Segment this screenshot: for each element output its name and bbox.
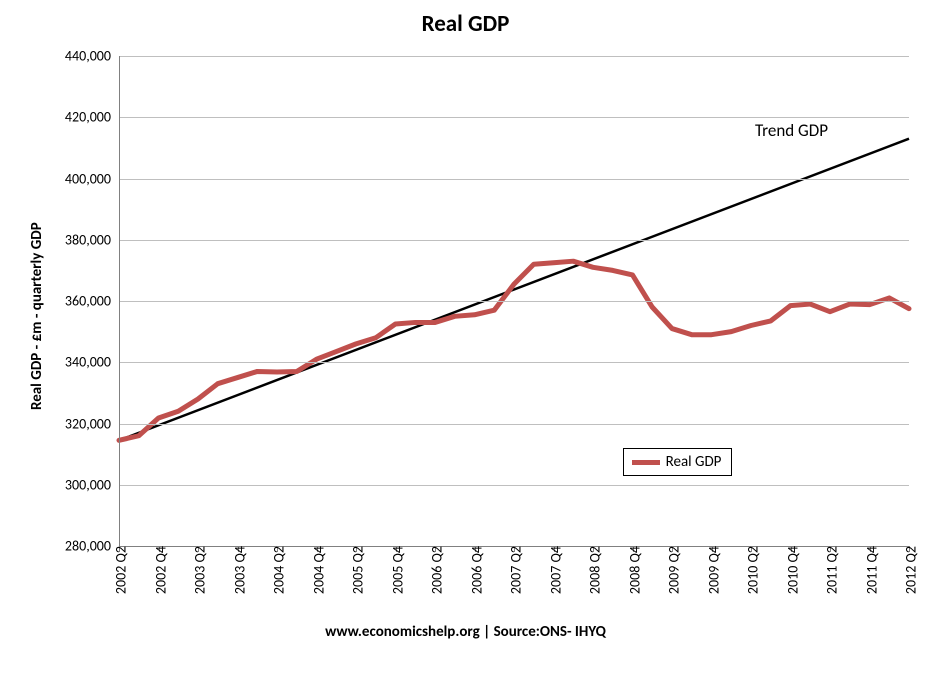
y-tick-label: 300,000 [65,476,119,493]
chart-title: Real GDP [0,10,931,38]
gridline [119,56,909,57]
legend-swatch [632,460,660,465]
x-tick-label: 2011 Q2 [820,546,841,594]
x-tick-label: 2010 Q4 [780,546,801,594]
y-tick-label: 340,000 [65,354,119,371]
x-tick-label: 2011 Q4 [859,546,880,594]
x-tick-label: 2007 Q4 [543,546,564,594]
x-tick-label: 2006 Q2 [425,546,446,594]
y-axis-line [119,56,120,546]
x-tick-label: 2005 Q2 [346,546,367,594]
y-tick-label: 380,000 [65,231,119,248]
x-tick-label: 2009 Q2 [662,546,683,594]
legend: Real GDP [623,448,733,476]
x-tick-label: 2012 Q2 [899,546,920,594]
gdp-chart: Real GDP Real GDP - £m - quarterly GDP R… [0,0,931,677]
y-axis-label: Real GDP - £m - quarterly GDP [28,222,46,410]
y-tick-label: 360,000 [65,293,119,310]
gridline [119,240,909,241]
x-tick-label: 2003 Q2 [188,546,209,594]
y-tick-label: 320,000 [65,415,119,432]
x-tick-label: 2004 Q2 [267,546,288,594]
plot-area: Real GDP Trend GDP 280,000300,000320,000… [118,55,910,547]
gridline [119,362,909,363]
x-tick-label: 2006 Q4 [464,546,485,594]
gridline [119,301,909,302]
x-tick-label: 2003 Q4 [227,546,248,594]
y-tick-label: 440,000 [65,48,119,65]
trend-gdp-annotation: Trend GDP [755,120,828,141]
x-tick-label: 2002 Q4 [148,546,169,594]
legend-label: Real GDP [666,453,722,471]
y-tick-label: 420,000 [65,109,119,126]
x-tick-label: 2008 Q2 [583,546,604,594]
real-gdp-line [119,261,909,440]
x-tick-label: 2010 Q2 [741,546,762,594]
x-axis-caption: www.economicshelp.org | Source:ONS- IHYQ [0,623,931,641]
gridline [119,117,909,118]
x-tick-label: 2008 Q4 [622,546,643,594]
y-tick-label: 400,000 [65,170,119,187]
gridline [119,424,909,425]
x-tick-label: 2002 Q2 [109,546,130,594]
trend-line [119,139,909,441]
x-tick-label: 2005 Q4 [385,546,406,594]
x-tick-label: 2004 Q4 [306,546,327,594]
gridline [119,179,909,180]
x-tick-label: 2009 Q4 [701,546,722,594]
gridline [119,485,909,486]
x-tick-label: 2007 Q2 [504,546,525,594]
